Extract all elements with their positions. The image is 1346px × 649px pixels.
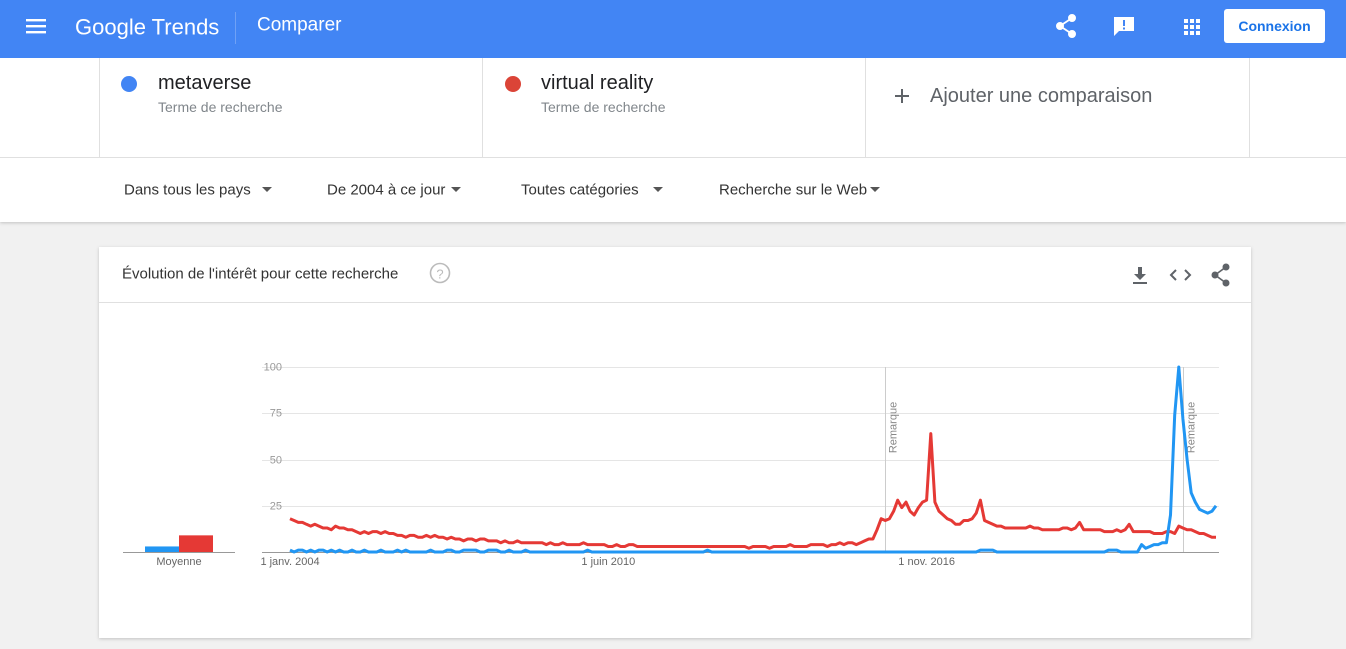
dropdown-arrow[interactable] <box>653 187 663 192</box>
term-type: Terme de recherche <box>158 99 283 115</box>
embed-button[interactable] <box>1169 269 1192 281</box>
apps-button[interactable] <box>1184 19 1200 35</box>
term-name[interactable]: virtual reality <box>541 72 653 94</box>
y-tick-label: 50 <box>270 455 282 467</box>
menu-button[interactable] <box>26 19 46 34</box>
help-icon[interactable]: ? <box>429 262 451 284</box>
x-tick-label: 1 janv. 2004 <box>260 556 319 568</box>
card-title: Évolution de l'intérêt pour cette recher… <box>122 266 398 283</box>
average-label: Moyenne <box>156 556 201 568</box>
average-bar <box>145 546 179 552</box>
dropdown-arrow[interactable] <box>451 187 461 192</box>
series-line <box>289 365 1218 554</box>
annotation: Remarque <box>888 402 900 453</box>
share-chart-button[interactable] <box>1211 263 1230 287</box>
signin-label[interactable]: Connexion <box>1238 18 1310 34</box>
filter[interactable]: Toutes catégories <box>521 182 639 199</box>
annotation: Remarque <box>1186 402 1198 453</box>
y-tick-label: 25 <box>270 501 282 513</box>
x-tick-label: 1 nov. 2016 <box>898 556 955 568</box>
signin-button[interactable] <box>1224 9 1325 43</box>
series-line <box>289 432 1216 550</box>
feedback-button[interactable] <box>1114 17 1134 36</box>
share-button[interactable] <box>1056 14 1076 38</box>
page-title: Comparer <box>257 15 342 36</box>
dropdown-arrow[interactable] <box>262 187 272 192</box>
filter[interactable]: De 2004 à ce jour <box>327 182 445 199</box>
y-tick-label: 75 <box>270 408 282 420</box>
search-panel <box>0 58 1346 222</box>
card <box>99 247 1251 638</box>
dropdown-arrow[interactable] <box>870 187 880 192</box>
term-type: Terme de recherche <box>541 99 666 115</box>
brand[interactable]: Google Trends <box>75 15 219 40</box>
y-tick-label: 100 <box>264 362 282 374</box>
filter[interactable]: Recherche sur le Web <box>719 182 867 199</box>
filter[interactable]: Dans tous les pays <box>124 182 251 199</box>
download-button[interactable] <box>1133 267 1147 284</box>
x-tick-label: 1 juin 2010 <box>581 556 635 568</box>
add-icon[interactable] <box>895 89 909 103</box>
term-color <box>121 76 137 92</box>
svg-text:?: ? <box>436 267 443 282</box>
term-name[interactable]: metaverse <box>158 72 251 94</box>
chart: 25 50 75 100 1 janv. 2004 1 juin 2010 1 nov. 2… <box>123 362 1219 568</box>
term-color <box>505 76 521 92</box>
average-bar <box>179 535 213 552</box>
add-comparison[interactable]: Ajouter une comparaison <box>930 85 1152 107</box>
